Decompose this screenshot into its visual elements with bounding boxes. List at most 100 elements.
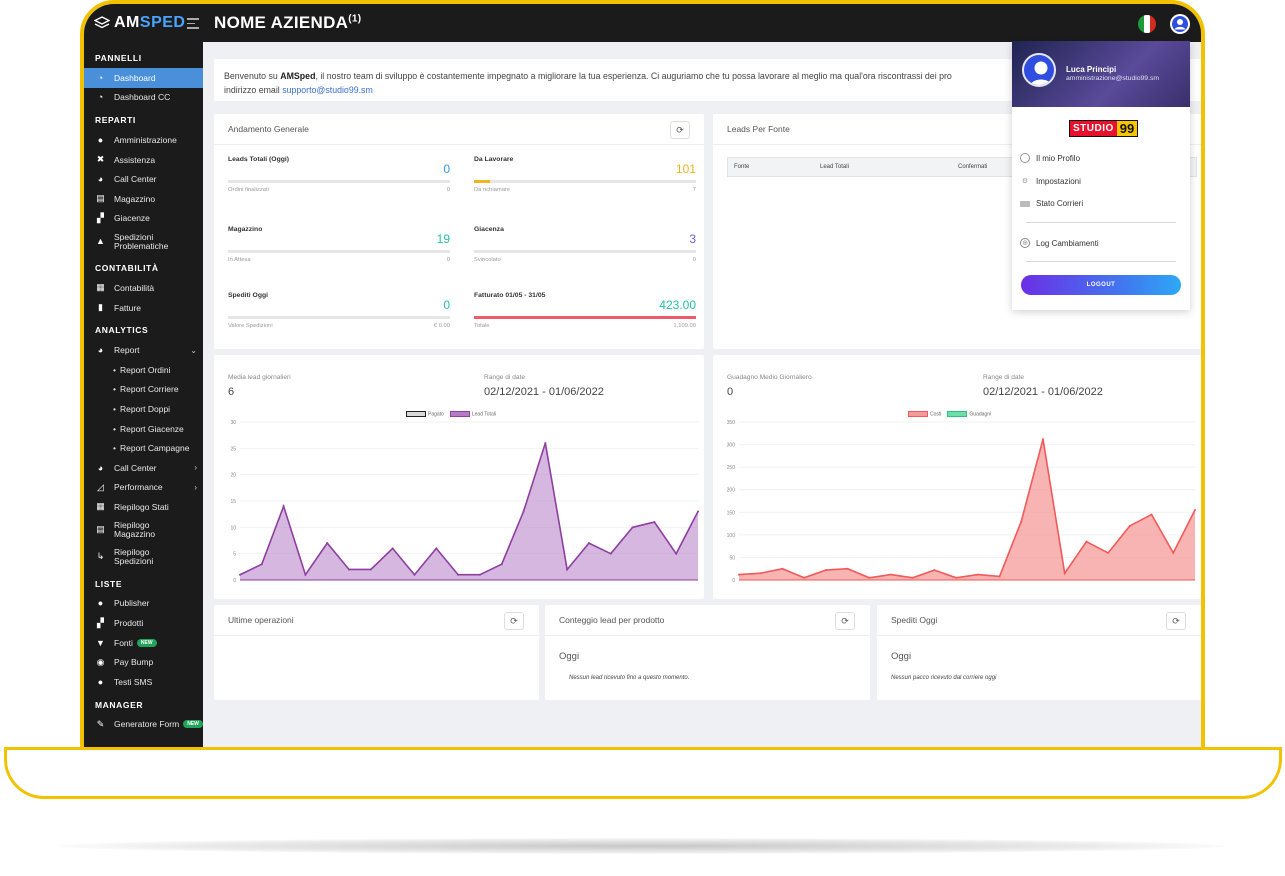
logout-button[interactable]: LOGOUT xyxy=(1021,275,1181,295)
refresh-button[interactable]: ⟳ xyxy=(670,121,690,139)
data-point[interactable] xyxy=(1107,551,1110,554)
data-point[interactable] xyxy=(522,510,525,513)
data-point[interactable] xyxy=(1150,513,1153,516)
menu-toggle-icon[interactable] xyxy=(187,18,199,29)
data-point[interactable] xyxy=(824,569,827,572)
support-email-link[interactable]: supporto@studio99.sm xyxy=(282,85,373,95)
data-point[interactable] xyxy=(239,573,241,576)
legend-item[interactable]: Pagato xyxy=(406,411,444,417)
legend-item[interactable]: Lead Totali xyxy=(449,411,496,417)
data-point[interactable] xyxy=(955,576,958,579)
refresh-button[interactable]: ⟳ xyxy=(1166,612,1186,630)
chevron-down-icon: ⌄ xyxy=(190,345,197,355)
data-point[interactable] xyxy=(1042,438,1044,441)
sidebar-item-publisher[interactable]: ● Publisher xyxy=(84,594,203,614)
sidebar-item-report-campagne[interactable]: Report Campagne xyxy=(84,438,203,458)
menu-item-settings[interactable]: ⚙ Impostazioni xyxy=(1020,176,1081,186)
data-point[interactable] xyxy=(435,547,438,550)
data-point[interactable] xyxy=(976,573,979,576)
layers-icon xyxy=(94,16,110,29)
sidebar-item-report[interactable]: ◕ Report ⌄ xyxy=(84,340,203,360)
data-point[interactable] xyxy=(457,573,460,576)
data-point[interactable] xyxy=(1128,524,1131,527)
kpi-label: Leads Totali (Oggi) xyxy=(228,156,290,163)
sidebar-item-dashboard[interactable]: ◔ Dashboard xyxy=(84,68,203,88)
legend-item[interactable]: Guadagni xyxy=(947,411,991,417)
menu-item-profile[interactable]: Il mio Profilo xyxy=(1020,153,1080,163)
data-point[interactable] xyxy=(653,521,656,524)
data-point[interactable] xyxy=(369,568,372,571)
sidebar-item-prodotti[interactable]: ▞ Prodotti xyxy=(84,613,203,633)
data-point[interactable] xyxy=(391,547,394,550)
user-avatar-button[interactable] xyxy=(1170,14,1190,34)
data-point[interactable] xyxy=(1063,572,1066,575)
data-point[interactable] xyxy=(890,573,892,576)
data-point[interactable] xyxy=(1194,509,1196,512)
sidebar-item-fonti[interactable]: ▼ Fonti NEW xyxy=(84,633,203,653)
sidebar-item-report-doppi[interactable]: Report Doppi xyxy=(84,399,203,419)
data-point[interactable] xyxy=(566,568,569,571)
y-tick-label: 25 xyxy=(230,446,236,452)
data-point[interactable] xyxy=(675,552,678,555)
sidebar-item-amministrazione[interactable]: ● Amministrazione xyxy=(84,130,203,150)
sidebar-item-riepilogo-stati[interactable]: ▦ Riepilogo Stati xyxy=(84,497,203,517)
sidebar-item-label: Report xyxy=(114,345,140,356)
data-point[interactable] xyxy=(738,573,740,576)
data-point[interactable] xyxy=(282,505,285,508)
refresh-button[interactable]: ⟳ xyxy=(835,612,855,630)
data-point[interactable] xyxy=(544,442,547,445)
data-point[interactable] xyxy=(933,569,936,572)
sidebar-item-spedizioni-problematiche[interactable]: ▲ Spedizioni Problematiche xyxy=(84,228,203,255)
data-point[interactable] xyxy=(846,567,849,570)
data-point[interactable] xyxy=(868,576,871,579)
data-point[interactable] xyxy=(260,563,263,566)
sidebar-item-report-corriere[interactable]: Report Corriere xyxy=(84,380,203,400)
data-point[interactable] xyxy=(803,576,806,579)
menu-item-changelog[interactable]: ⊕ Log Cambiamenti xyxy=(1020,238,1099,248)
data-point[interactable] xyxy=(1020,520,1023,523)
sidebar-item-contabilit-[interactable]: ▦ Contabilità xyxy=(84,278,203,298)
italy-flag-icon[interactable] xyxy=(1138,15,1156,33)
data-point[interactable] xyxy=(998,575,1001,578)
data-point[interactable] xyxy=(631,526,634,529)
sidebar-item-riepilogo-spedizioni[interactable]: ↳ Riepilogo Spedizioni xyxy=(84,544,203,571)
gear-icon: ⚙ xyxy=(1021,178,1029,185)
sidebar-item-assistenza[interactable]: ✖ Assistenza xyxy=(84,150,203,170)
sidebar-item-generatore-form[interactable]: ✎ Generatore Form NEW xyxy=(84,715,203,735)
data-point[interactable] xyxy=(1085,540,1088,543)
sidebar-item-testi-sms[interactable]: ● Testi SMS xyxy=(84,672,203,692)
sidebar-item-giacenze[interactable]: ▞ Giacenze xyxy=(84,209,203,229)
date-range-picker[interactable]: 02/12/2021 - 01/06/2022 xyxy=(484,386,604,398)
data-point[interactable] xyxy=(413,573,416,576)
data-point[interactable] xyxy=(759,572,762,575)
sidebar-item-call-center[interactable]: ◕ Call Center › xyxy=(84,458,203,478)
data-point[interactable] xyxy=(304,573,307,576)
data-point[interactable] xyxy=(326,542,329,545)
menu-item-couriers[interactable]: Stato Corrieri xyxy=(1020,199,1083,208)
data-point[interactable] xyxy=(587,542,590,545)
app-logo[interactable]: AM SPED xyxy=(94,14,185,32)
sidebar-item-riepilogo-magazzino[interactable]: ▤ Riepilogo Magazzino xyxy=(84,517,203,544)
legend-item[interactable]: Costi xyxy=(908,411,941,417)
sidebar-item-report-ordini[interactable]: Report Ordini xyxy=(84,360,203,380)
sidebar-item-pay-bump[interactable]: ◉ Pay Bump xyxy=(84,652,203,672)
data-point[interactable] xyxy=(697,510,699,513)
data-point[interactable] xyxy=(500,563,503,566)
date-range-picker[interactable]: 02/12/2021 - 01/06/2022 xyxy=(983,386,1103,398)
app-screen: AM SPED NOME AZIENDA(1) PANNELLI ◔ Dashboar… xyxy=(84,4,1201,750)
data-point[interactable] xyxy=(609,552,612,555)
sidebar-item-report-giacenze[interactable]: Report Giacenze xyxy=(84,419,203,439)
data-point[interactable] xyxy=(911,576,914,579)
chart-meta-label: Guadagno Medio Giornaliero xyxy=(727,374,812,381)
sidebar-item-magazzino[interactable]: ▤ Magazzino xyxy=(84,189,203,209)
data-point[interactable] xyxy=(478,573,481,576)
data-point[interactable] xyxy=(1172,551,1175,554)
data-point[interactable] xyxy=(781,567,784,570)
sidebar-item-performance[interactable]: ◿ Performance › xyxy=(84,478,203,498)
sidebar-item-dashboard-cc[interactable]: ◔ Dashboard CC xyxy=(84,88,203,108)
kpi-progress-bar xyxy=(474,316,696,319)
data-point[interactable] xyxy=(348,568,351,571)
refresh-button[interactable]: ⟳ xyxy=(504,612,524,630)
sidebar-item-fatture[interactable]: ▮ Fatture xyxy=(84,298,203,318)
sidebar-item-call-center[interactable]: ◕ Call Center xyxy=(84,169,203,189)
